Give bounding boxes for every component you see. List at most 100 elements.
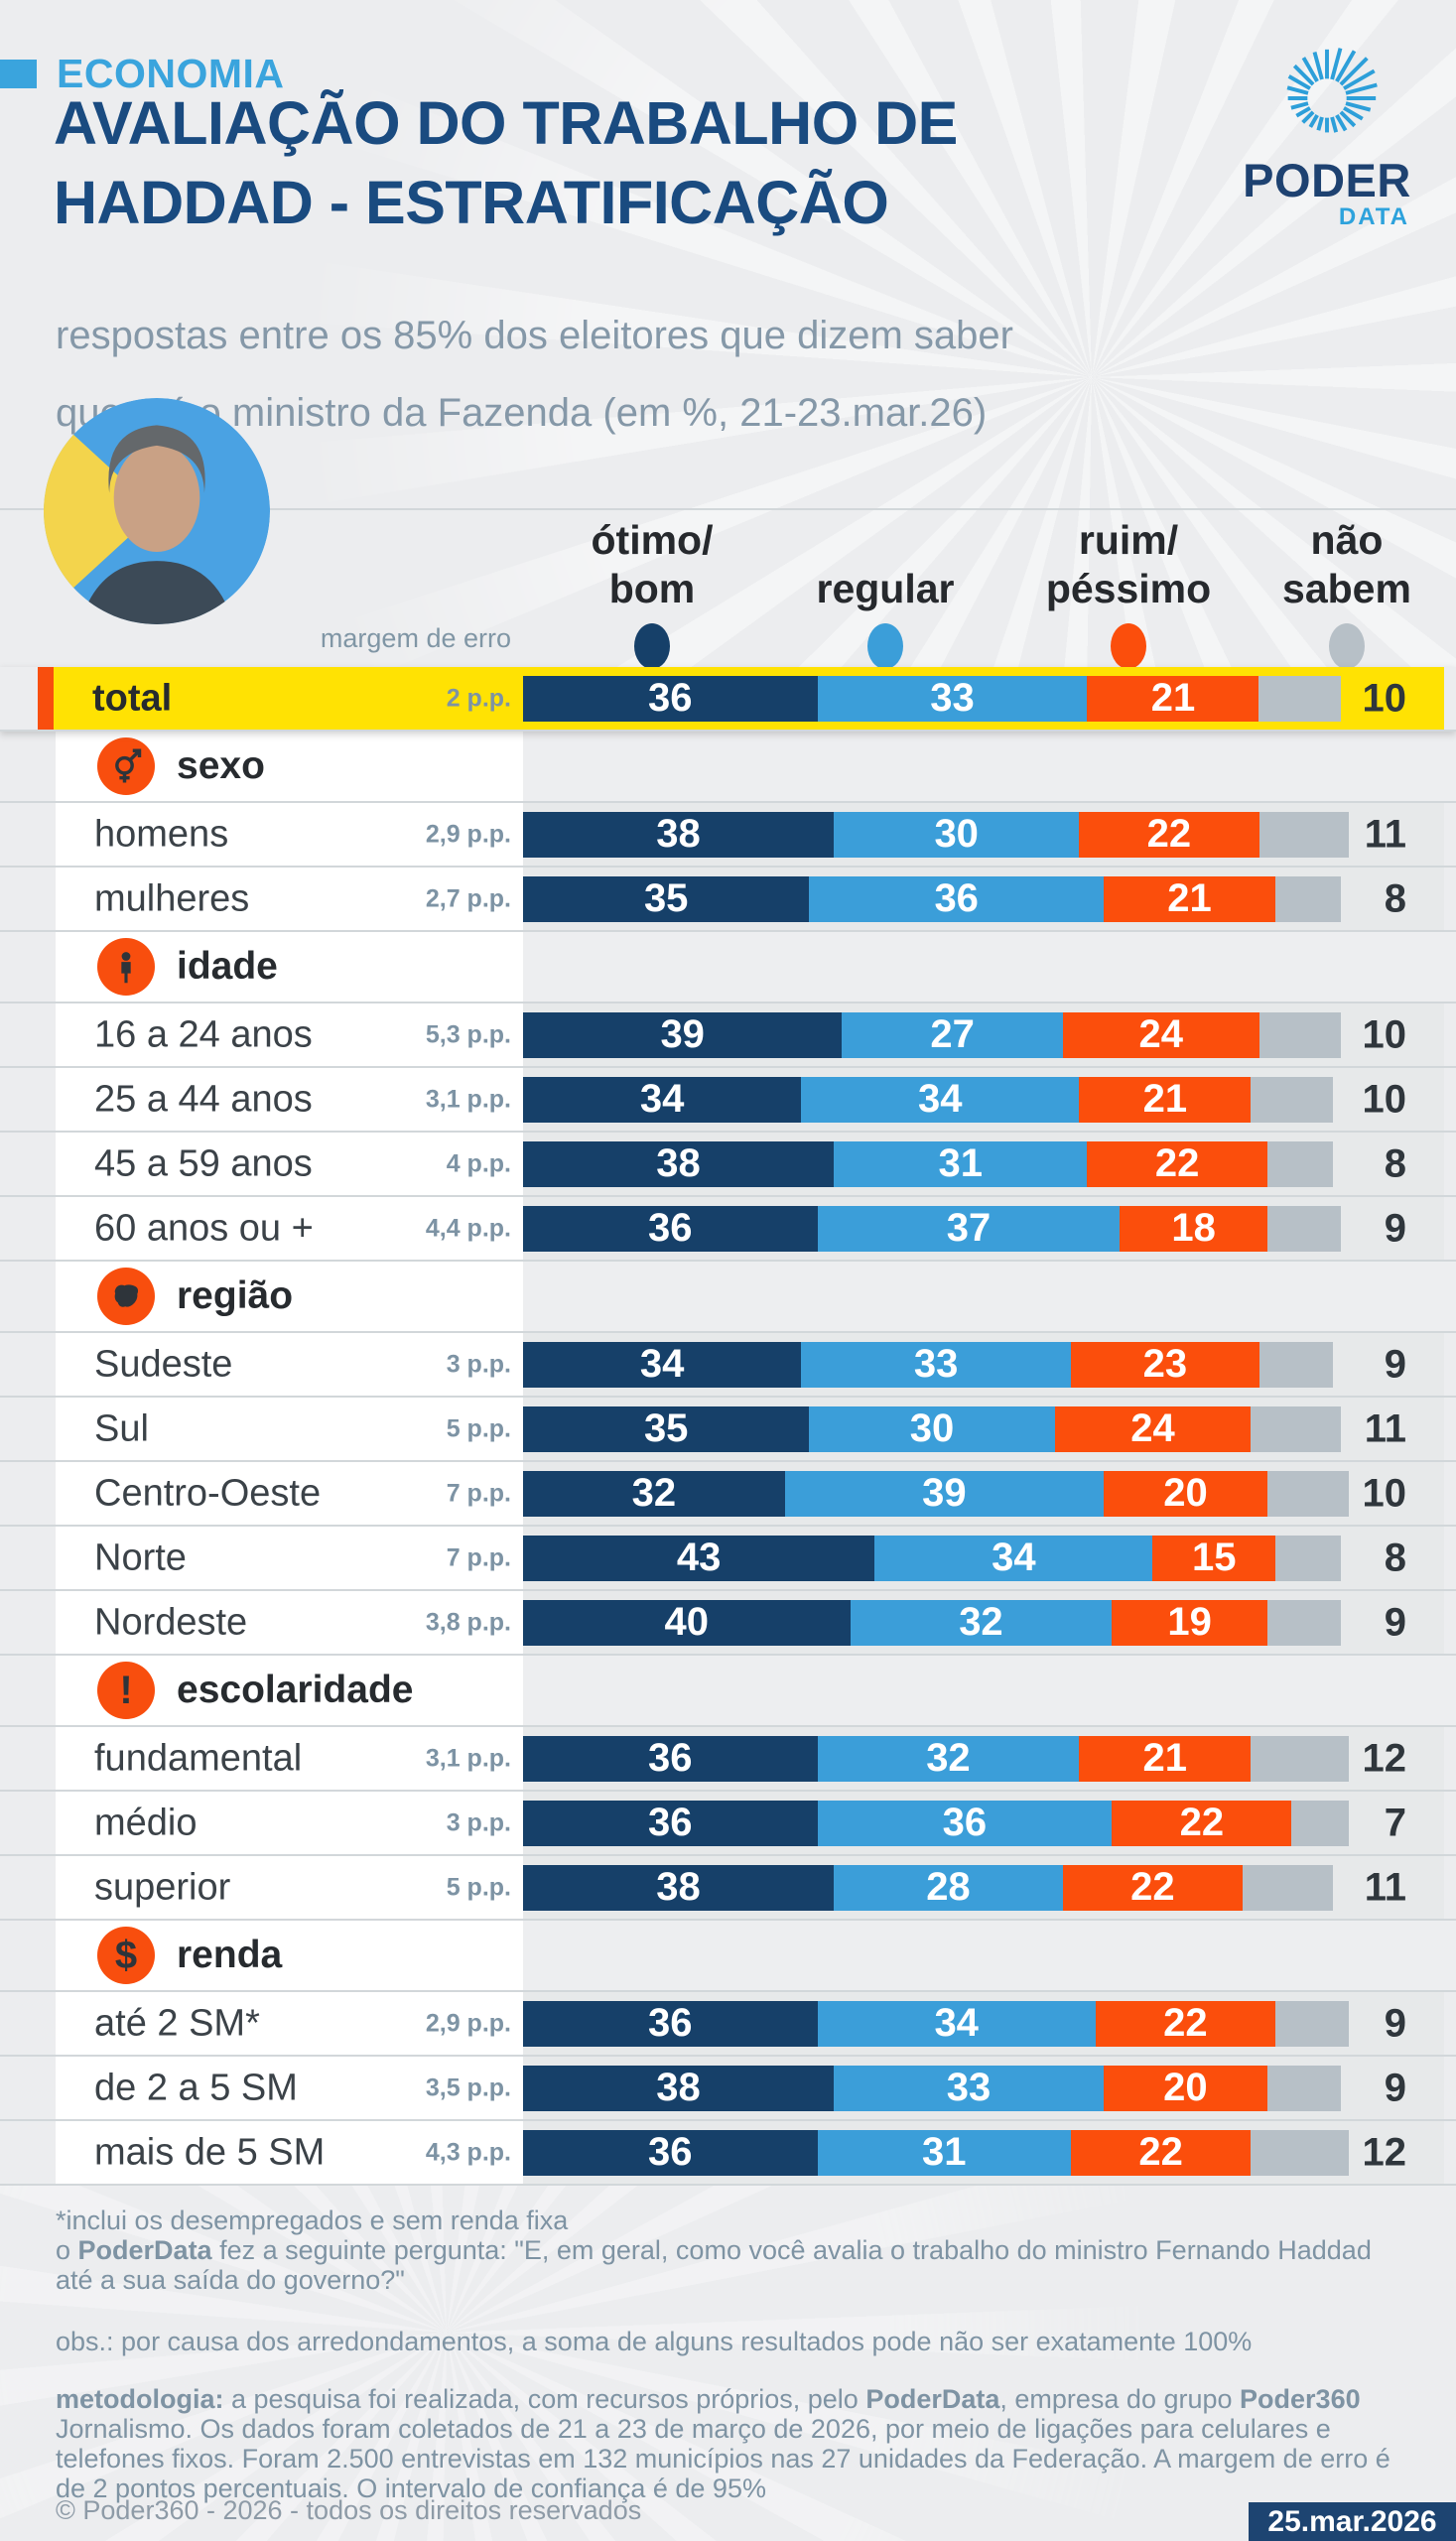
bar-segment-ruim-pessimo: 15 [1152, 1535, 1276, 1581]
bar-segment-ruim-pessimo: 20 [1104, 1470, 1267, 1517]
legend-dot-otimo-bom-icon [634, 623, 670, 669]
legend-label-line: péssimo [1045, 566, 1212, 611]
bar-segment-regular: 39 [784, 1470, 1105, 1517]
bar-segment-ruim-pessimo: 18 [1120, 1205, 1267, 1252]
bar-segment-ruim-pessimo: 23 [1071, 1341, 1259, 1388]
table-row: 45 a 59 anos 4 p.p. 38 31 22 8 [0, 1133, 1456, 1197]
row-label: médio [94, 1802, 198, 1843]
value-nao-sabem: 10 [1362, 1012, 1407, 1056]
bar-segment-nao-sabem [1275, 1535, 1341, 1581]
text-part: a pesquisa foi realizada, com recursos p… [223, 2384, 866, 2414]
value-nao-sabem: 8 [1384, 1536, 1406, 1579]
value-nao-sabem: 12 [1362, 1736, 1407, 1780]
row-margin-of-error: 4 p.p. [446, 1149, 511, 1177]
bar-segment-nao-sabem [1251, 2129, 1350, 2176]
bar-segment-ruim-pessimo: 21 [1079, 1076, 1252, 1123]
section-row-sexo: sexo [0, 732, 1456, 803]
bar-segment-regular: 31 [834, 1140, 1088, 1187]
text-part: PoderData [865, 2384, 1000, 2414]
bar-segment-otimo-bom: 40 [523, 1599, 851, 1646]
stacked-bar: 34 34 21 [523, 1076, 1333, 1123]
bar-segment-nao-sabem [1251, 1405, 1341, 1452]
value-nao-sabem: 8 [1384, 1141, 1406, 1185]
legend-label: ótimo/bom [533, 516, 771, 613]
bar-segment-otimo-bom: 36 [523, 1800, 818, 1846]
bar-segment-ruim-pessimo: 21 [1087, 675, 1259, 722]
bar-segment-ruim-pessimo: 22 [1070, 2129, 1252, 2176]
bar-segment-regular: 32 [850, 1599, 1113, 1646]
value-nao-sabem: 9 [1384, 1342, 1406, 1386]
bar-segment-regular: 34 [817, 2000, 1096, 2047]
row-margin-of-error: 2,9 p.p. [425, 2009, 511, 2037]
row-label: 16 a 24 anos [94, 1013, 313, 1055]
bar-segment-otimo-bom: 36 [523, 1735, 818, 1782]
table-row: mulheres 2,7 p.p. 35 36 21 8 [0, 868, 1456, 932]
table-row: médio 3 p.p. 36 36 22 7 [0, 1792, 1456, 1856]
bar-segment-nao-sabem [1258, 1341, 1333, 1388]
row-label: Norte [94, 1537, 187, 1578]
legend-item-ruim-pessimo: ruim/péssimo [1014, 516, 1243, 669]
row-label: mais de 5 SM [94, 2131, 326, 2173]
row-label: Nordeste [94, 1601, 248, 1643]
row-margin-of-error: 2,9 p.p. [425, 820, 511, 848]
legend-item-regular: regular [786, 516, 985, 669]
bar-segment-nao-sabem [1243, 1864, 1333, 1911]
row-label: 60 anos ou + [94, 1207, 314, 1249]
stacked-bar: 40 32 19 [523, 1599, 1342, 1646]
bar-segment-nao-sabem [1291, 1800, 1350, 1846]
table-row: 60 anos ou + 4,4 p.p. 36 37 18 9 [0, 1197, 1456, 1262]
bar-segment-nao-sabem [1258, 1011, 1342, 1058]
bar-segment-nao-sabem [1266, 1205, 1341, 1252]
stacked-bar: 38 33 20 [523, 2065, 1341, 2111]
stacked-bar: 39 27 24 [523, 1011, 1342, 1058]
row-label: Sul [94, 1407, 149, 1449]
row-margin-of-error: 7 p.p. [446, 1479, 511, 1507]
stacked-bar: 36 36 22 [523, 1800, 1350, 1846]
bar-segment-ruim-pessimo: 21 [1103, 875, 1275, 922]
bar-segment-otimo-bom: 34 [523, 1341, 802, 1388]
bar-segment-otimo-bom: 35 [523, 1405, 810, 1452]
section-row-escolaridade: ! escolaridade [0, 1656, 1456, 1727]
text-part: metodologia: [56, 2384, 224, 2414]
survey-question-text: o PoderData fez a seguinte pergunta: "E,… [56, 2235, 1413, 2295]
stacked-bar: 32 39 20 [523, 1470, 1350, 1517]
bar-segment-regular: 30 [834, 811, 1080, 858]
stacked-bar: 43 34 15 [523, 1535, 1341, 1581]
table-row: 16 a 24 anos 5,3 p.p. 39 27 24 10 [0, 1003, 1456, 1068]
section-label: renda [177, 1934, 283, 1976]
table-row: Centro-Oeste 7 p.p. 32 39 20 10 [0, 1462, 1456, 1527]
row-margin-of-error: 3,1 p.p. [425, 1085, 511, 1113]
table-row: até 2 SM* 2,9 p.p. 36 34 22 9 [0, 1992, 1456, 2057]
bar-segment-otimo-bom: 34 [523, 1076, 802, 1123]
text-part: Poder360 [1240, 2384, 1361, 2414]
table-row: 25 a 44 anos 3,1 p.p. 34 34 21 10 [0, 1068, 1456, 1133]
bar-segment-nao-sabem [1251, 1076, 1333, 1123]
stratification-table: total 2 p.p. 36 33 21 10 sexo homens 2,9 p.p. 38 3… [0, 667, 1456, 2186]
table-row: mais de 5 SM 4,3 p.p. 36 31 22 12 [0, 2121, 1456, 2186]
bar-segment-nao-sabem [1266, 1140, 1333, 1187]
brazil-map-icon [97, 1268, 155, 1325]
table-row: de 2 a 5 SM 3,5 p.p. 38 33 20 9 [0, 2057, 1456, 2121]
section-row-renda: $ renda [0, 1921, 1456, 1992]
stacked-bar: 36 33 21 [523, 675, 1341, 722]
bar-segment-regular: 27 [842, 1011, 1063, 1058]
value-nao-sabem: 9 [1384, 2066, 1406, 2109]
bar-segment-ruim-pessimo: 19 [1112, 1599, 1267, 1646]
row-label: homens [94, 813, 229, 855]
bar-segment-otimo-bom: 43 [523, 1535, 875, 1581]
table-row: Sudeste 3 p.p. 34 33 23 9 [0, 1333, 1456, 1398]
legend-label: ruim/péssimo [1014, 516, 1243, 613]
row-label: fundamental [94, 1737, 303, 1779]
bar-segment-otimo-bom: 38 [523, 1140, 835, 1187]
category-label: ECONOMIA [57, 51, 285, 96]
stacked-bar: 38 28 22 [523, 1864, 1333, 1911]
table-row: Nordeste 3,8 p.p. 40 32 19 9 [0, 1591, 1456, 1656]
value-nao-sabem: 10 [1362, 676, 1407, 720]
row-label: Sudeste [94, 1343, 233, 1385]
section-label: sexo [177, 744, 265, 787]
methodology-text: metodologia: a pesquisa foi realizada, c… [56, 2384, 1413, 2503]
section-row-região: região [0, 1262, 1456, 1333]
publication-date-badge: 25.mar.2026 [1249, 2502, 1456, 2541]
text-part: fez a seguinte pergunta: "E, em geral, c… [56, 2235, 1372, 2295]
row-margin-of-error: 3,5 p.p. [425, 2073, 511, 2101]
